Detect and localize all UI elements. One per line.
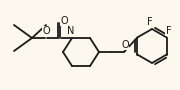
- Text: N: N: [67, 26, 75, 36]
- Text: O: O: [121, 40, 129, 50]
- Text: O: O: [42, 26, 50, 36]
- Text: F: F: [166, 25, 172, 35]
- Text: F: F: [147, 17, 153, 27]
- Text: O: O: [60, 16, 68, 26]
